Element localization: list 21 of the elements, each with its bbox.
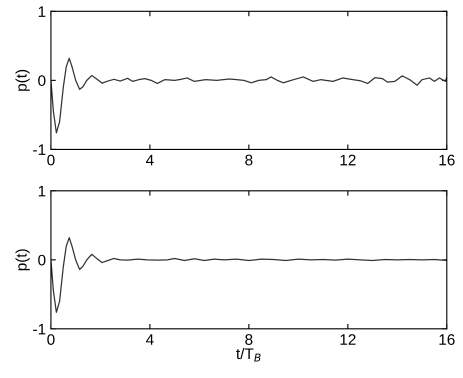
x-tick-label: 0 bbox=[47, 154, 55, 166]
x-tick-label: 12 bbox=[340, 334, 356, 345]
y-tick-label: -1 bbox=[33, 324, 46, 334]
y-tick-label: 0 bbox=[38, 254, 46, 266]
x-axis-title: t/T$_{B}$ bbox=[236, 348, 261, 362]
y-tick-label: 1 bbox=[38, 186, 46, 196]
x-tick-label: 4 bbox=[146, 154, 154, 166]
x-tick-label: 16 bbox=[439, 154, 455, 166]
line-series bbox=[50, 58, 447, 134]
y-tick-label: -1 bbox=[33, 144, 46, 155]
x-tick-label: 4 bbox=[146, 334, 154, 345]
y-tick-label: 1 bbox=[38, 6, 46, 17]
y-axis-title: p(t) bbox=[15, 70, 30, 91]
x-tick-label: 0 bbox=[47, 334, 55, 345]
x-tick-label: 8 bbox=[245, 154, 252, 166]
y-axis-title: p(t) bbox=[15, 249, 30, 270]
y-tick-label: 0 bbox=[38, 75, 46, 86]
x-tick-label: 16 bbox=[439, 334, 455, 345]
x-tick-label: 12 bbox=[340, 154, 356, 166]
x-tick-label: 8 bbox=[245, 334, 252, 345]
line-series bbox=[50, 237, 447, 313]
